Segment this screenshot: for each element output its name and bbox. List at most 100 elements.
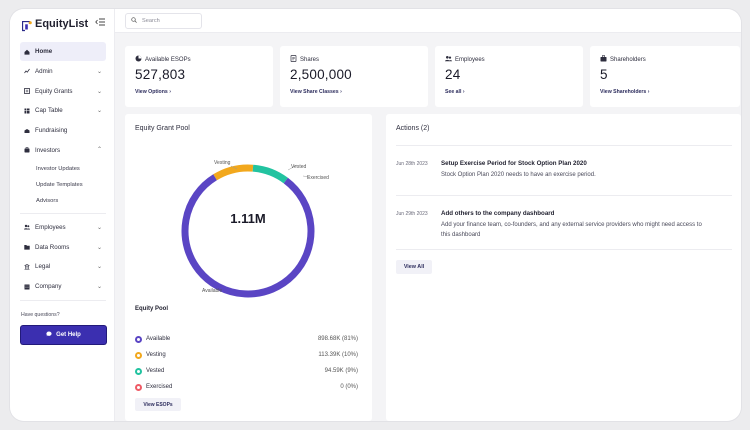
donut-segment-vested: [252, 164, 288, 184]
sidebar-item-equity-grants[interactable]: Equity Grants ⌄: [20, 82, 106, 101]
sidebar-item-label: Data Rooms: [35, 243, 70, 251]
stat-value: 24: [445, 67, 461, 82]
fundraising-icon: [24, 128, 30, 134]
equity-grant-pool-panel: Equity Grant Pool Vesting Vested Exercis…: [125, 114, 372, 421]
stat-label-text: Available ESOPs: [145, 56, 191, 63]
equitylist-logo-icon: [21, 19, 32, 32]
equity-pool-donut: [181, 164, 315, 298]
stat-card-shareholders: Shareholders 5 View Shareholders ›: [590, 46, 740, 107]
legend-label: Exercised: [146, 384, 173, 390]
legend-row-vesting: Vesting 113.39K (10%): [135, 349, 358, 361]
donut-label-vesting: Vesting: [214, 160, 231, 166]
sidebar-item-cap-table[interactable]: Cap Table ⌄: [20, 101, 106, 120]
link-text: View Options: [135, 89, 168, 95]
chevron-down-icon: ⌄: [96, 108, 102, 115]
donut-segment-vesting: [213, 164, 254, 181]
stat-value: 2,500,000: [290, 67, 352, 82]
stat-label: Employees: [445, 55, 485, 64]
link-text: View Shareholders: [600, 89, 647, 95]
sidebar-item-investors[interactable]: Investors ⌃: [20, 141, 106, 160]
view-esops-button[interactable]: View ESOPs: [135, 398, 181, 411]
view-options-link[interactable]: View Options ›: [135, 89, 171, 95]
sidebar-item-label: Company: [35, 283, 62, 291]
equity-pool-subtitle: Equity Pool: [135, 306, 168, 312]
stat-card-shares: Shares 2,500,000 View Share Classes ›: [280, 46, 428, 107]
available-dot-icon: [135, 335, 142, 343]
view-all-button[interactable]: View All: [396, 260, 432, 274]
get-help-label: Get Help: [56, 332, 81, 338]
brand[interactable]: EquityList: [21, 17, 88, 32]
sidebar-nav: Home Admin ⌄ Equity Grants ⌄ Cap Table ⌄…: [20, 42, 106, 305]
legend-value: 94.59K (9%): [324, 368, 358, 374]
legal-icon: [24, 263, 30, 270]
panel-title: Equity Grant Pool: [135, 125, 190, 132]
sidebar-item-label: Home: [35, 48, 53, 55]
see-all-link[interactable]: See all ›: [445, 89, 465, 95]
get-help-button[interactable]: Get Help: [21, 326, 106, 344]
view-shareholders-link[interactable]: View Shareholders ›: [600, 89, 650, 95]
donut-label-vested: Vested: [291, 164, 307, 170]
donut-segment-available: [181, 174, 315, 298]
view-share-classes-link[interactable]: View Share Classes ›: [290, 89, 342, 95]
sidebar-item-fundraising[interactable]: Fundraising: [20, 121, 106, 140]
search-input[interactable]: Search: [125, 13, 202, 29]
sidebar-item-label: Legal: [35, 263, 51, 271]
sidebar-subitem-advisors[interactable]: Advisors: [36, 197, 59, 204]
link-text: See all: [445, 89, 462, 95]
action-title: Add others to the company dashboard: [441, 210, 555, 217]
legend-label: Vesting: [146, 352, 166, 358]
home-icon: [24, 49, 30, 55]
divider: [20, 300, 106, 302]
sidebar-item-label: Investors: [35, 146, 61, 154]
legend-value: 0 (0%): [340, 384, 358, 390]
sidebar-item-label: Fundraising: [35, 127, 68, 135]
donut-leader-line: [302, 175, 311, 178]
divider: [396, 249, 732, 250]
stat-label-text: Employees: [455, 56, 485, 63]
donut-leader-line: [230, 165, 238, 170]
stat-label: Shareholders: [600, 55, 646, 64]
shareholders-icon: [600, 55, 607, 64]
sidebar-item-legal[interactable]: Legal ⌄: [20, 257, 106, 276]
chevron-down-icon: ⌄: [96, 264, 102, 271]
action-item[interactable]: Jun 28th 2023 Setup Exercise Period for …: [396, 160, 732, 191]
action-date: Jun 29th 2023: [396, 211, 428, 217]
exercised-dot-icon: [135, 383, 142, 391]
legend-value: 113.39K (10%): [318, 352, 358, 358]
document-icon: [290, 55, 297, 64]
chevron-down-icon: ⌄: [96, 244, 102, 251]
vesting-dot-icon: [135, 351, 142, 359]
vested-dot-icon: [135, 367, 142, 375]
action-date: Jun 28th 2023: [396, 161, 428, 167]
link-text: View Share Classes: [290, 89, 339, 95]
stat-card-employees: Employees 24 See all ›: [435, 46, 583, 107]
sidebar-item-employees[interactable]: Employees ⌄: [20, 218, 106, 237]
divider: [20, 212, 106, 214]
donut-label-exercised: Exercised: [307, 175, 329, 181]
stat-value: 5: [600, 67, 608, 82]
legend-label: Available: [146, 336, 171, 342]
app-window: EquityList Home Admin ⌄ Equity Grants ⌄: [10, 9, 741, 421]
company-icon: [24, 284, 30, 290]
equity-grants-icon: [24, 88, 30, 94]
search-placeholder: Search: [142, 18, 160, 24]
chevron-down-icon: ⌄: [96, 284, 102, 291]
sidebar-item-home[interactable]: Home: [20, 42, 106, 61]
sidebar-item-label: Employees: [35, 223, 66, 231]
action-item[interactable]: Jun 29th 2023 Add others to the company …: [396, 210, 732, 241]
sidebar-item-admin[interactable]: Admin ⌄: [20, 62, 106, 81]
stat-label-text: Shareholders: [610, 56, 646, 63]
collapse-sidebar-icon[interactable]: [95, 18, 105, 29]
sidebar: EquityList Home Admin ⌄ Equity Grants ⌄: [10, 9, 115, 421]
donut-center-total: 1.11M: [230, 211, 266, 226]
sidebar-subitem-investor-updates[interactable]: Investor Updates: [36, 165, 80, 172]
help-question: Have questions?: [21, 312, 60, 318]
investors-icon: [24, 147, 30, 153]
sidebar-subitem-update-templates[interactable]: Update Templates: [36, 181, 83, 188]
stat-label: Shares: [290, 55, 319, 64]
panel-title: Actions (2): [396, 125, 430, 132]
chevron-up-icon: ⌃: [96, 146, 102, 153]
stat-label: Available ESOPs: [135, 55, 191, 64]
sidebar-item-data-rooms[interactable]: Data Rooms ⌄: [20, 238, 106, 257]
sidebar-item-company[interactable]: Company ⌄: [20, 277, 106, 296]
